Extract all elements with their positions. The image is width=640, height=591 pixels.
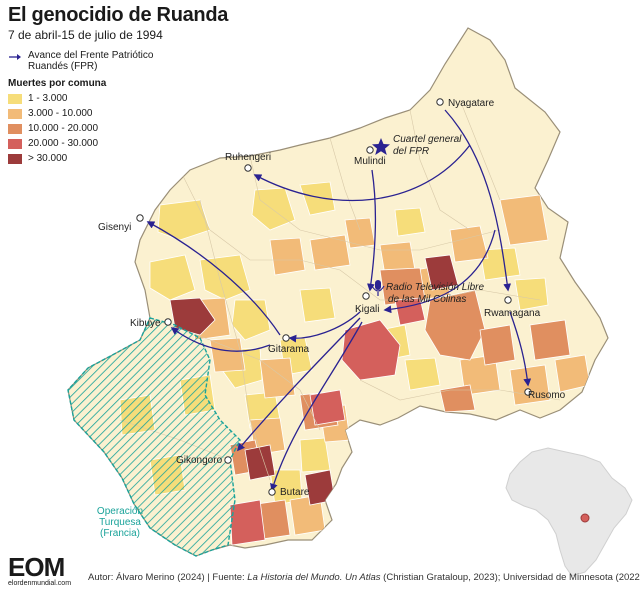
- operation-label: Operación Turquesa (Francia): [97, 506, 143, 539]
- legend-class-label: 10.000 - 20.000: [28, 123, 99, 134]
- legend-class-label: 20.000 - 30.000: [28, 138, 99, 149]
- arrow-gitarama-gisenyi: [146, 221, 281, 336]
- arrow-kigali-gikongoro: [236, 317, 361, 452]
- fpr-advance-arrows: [146, 109, 532, 492]
- legend-class-row: 20.000 - 30.000: [8, 136, 178, 151]
- label-cuartel: Cuartel general: [393, 134, 462, 145]
- credits: Autor: Álvaro Merino (2024) | Fuente: La…: [88, 572, 640, 583]
- label-rusomo: Rusomo: [528, 390, 566, 401]
- eom-logo: EOM: [8, 552, 65, 582]
- legend-class-label: 3.000 - 10.000: [28, 108, 93, 119]
- legend-swatch: [8, 93, 22, 104]
- label-gikongoro: Gikongoro: [176, 455, 223, 466]
- page-title: El genocidio de Ruanda: [8, 4, 229, 26]
- marker-rwamagana: [504, 296, 512, 304]
- arrow-kigali-gitarama: [288, 311, 361, 343]
- africa-inset: [505, 447, 633, 577]
- marker-mulindi: [366, 146, 374, 154]
- legend-arrow-row: Avance del Frente Patriótico Ruandés (FP…: [8, 50, 178, 72]
- arrow-to-ruhengeri: [253, 144, 471, 202]
- legend-class-row: 1 - 3.000: [8, 91, 178, 106]
- arrow-mulindi-kigali: [367, 169, 376, 292]
- footer: EOM elordenmundial.com Autor: Álvaro Mer…: [8, 552, 640, 587]
- legend-class-label: > 30.000: [28, 153, 68, 164]
- marker-gisenyi: [136, 214, 144, 222]
- marker-rusomo: [524, 388, 532, 396]
- label-rwamagana: Rwamagana: [484, 308, 541, 319]
- label-butare: Butare: [280, 487, 310, 498]
- legend-swatch: [8, 153, 22, 164]
- label-radio1: Radio Televisión Libre: [386, 282, 484, 293]
- city-markers: [136, 98, 532, 496]
- fpr-hq-star-icon: [372, 138, 390, 155]
- label-kibuye: Kibuye: [130, 318, 161, 329]
- svg-text:Operación: Operación: [97, 506, 143, 517]
- legend-class-row: 10.000 - 20.000: [8, 121, 178, 136]
- legend-swatch: [8, 138, 22, 149]
- label-cuartel2: del FPR: [393, 146, 429, 157]
- legend-swatch: [8, 108, 22, 119]
- marker-kibuye: [164, 318, 172, 326]
- label-gisenyi: Gisenyi: [98, 222, 131, 233]
- legend-class-row: 3.000 - 10.000: [8, 106, 178, 121]
- marker-butare: [268, 488, 276, 496]
- arrow-rwamagana-rusomo: [509, 311, 532, 387]
- arrow-kigali-butare: [270, 321, 363, 492]
- label-nyagatare: Nyagatare: [448, 98, 495, 109]
- svg-text:(Francia): (Francia): [100, 528, 140, 539]
- legend-class-row: > 30.000: [8, 151, 178, 166]
- marker-gitarama: [282, 334, 290, 342]
- arrow-nyagatare-rwamagana: [444, 109, 512, 292]
- marker-kigali: [362, 292, 370, 300]
- microphone-icon: [371, 280, 385, 296]
- arrow-icon: [9, 54, 21, 60]
- svg-text:Turquesa: Turquesa: [99, 517, 141, 528]
- legend-arrow-label: Avance del Frente Patriótico Ruandés (FP…: [28, 50, 154, 72]
- legend: Avance del Frente Patriótico Ruandés (FP…: [8, 50, 178, 166]
- arrow-to-kigali-east: [383, 229, 496, 314]
- legend-classes: 1 - 3.000 3.000 - 10.000 10.000 - 20.000 20…: [8, 91, 178, 166]
- legend-swatch: [8, 123, 22, 134]
- page-subtitle: 7 de abril-15 de julio de 1994: [8, 28, 163, 42]
- label-radio2: de las Mil Colinas: [388, 294, 466, 305]
- marker-gikongoro: [224, 456, 232, 464]
- legend-deaths-title: Muertes por comuna: [8, 78, 107, 89]
- rwanda-locator: [580, 513, 590, 523]
- legend-class-label: 1 - 3.000: [28, 93, 68, 104]
- commune-fills: [119, 181, 591, 546]
- marker-ruhengeri: [244, 164, 252, 172]
- label-kigali: Kigali: [355, 304, 379, 315]
- label-mulindi: Mulindi: [354, 156, 386, 167]
- label-gitarama: Gitarama: [268, 344, 310, 355]
- operation-turquoise-zone: [67, 317, 241, 557]
- eom-logo-sub: elordenmundial.com: [8, 580, 72, 587]
- label-ruhengeri: Ruhengeri: [225, 152, 271, 163]
- city-labels: Nyagatare Cuartel general del FPR Mulind…: [98, 98, 566, 498]
- arrow-gitarama-kibuye: [170, 327, 271, 352]
- marker-nyagatare: [436, 98, 444, 106]
